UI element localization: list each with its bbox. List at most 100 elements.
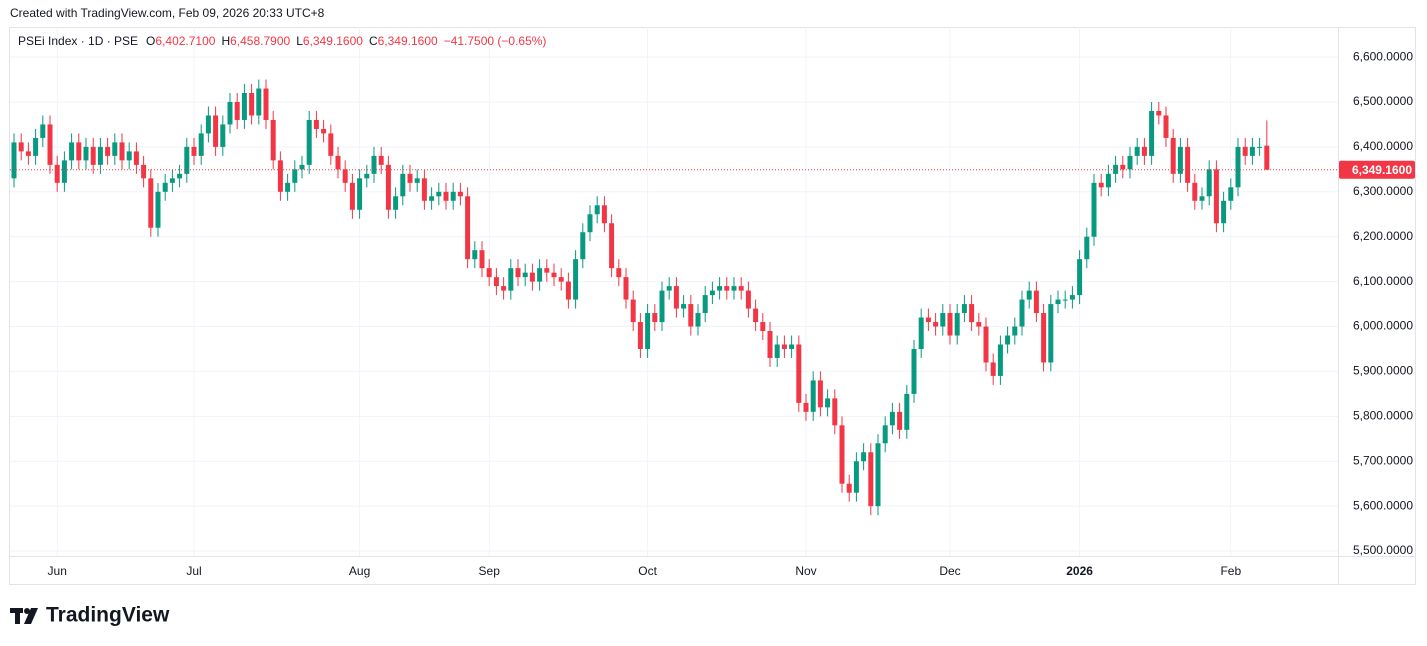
- candle-body: [1091, 182, 1097, 237]
- candle-body: [940, 313, 946, 327]
- candle-body: [227, 101, 233, 125]
- legend-label: H: [221, 34, 230, 48]
- candle-body: [126, 151, 132, 161]
- candle-body: [630, 299, 636, 323]
- candle-body: [385, 164, 391, 210]
- candle-body: [846, 483, 852, 493]
- candle-body: [342, 169, 348, 183]
- candle-body: [594, 205, 600, 215]
- candle-body: [537, 268, 543, 282]
- candle-body: [292, 169, 298, 183]
- ohlc-legend: PSEi Index · 1D · PSE O6,402.7100 H6,458.7…: [18, 34, 546, 48]
- candle-body: [623, 277, 629, 300]
- chart-title: PSEi Index · 1D · PSE: [18, 34, 138, 48]
- logo-part: [24, 608, 30, 614]
- candle-body: [717, 286, 723, 291]
- x-tick-label: Jun: [48, 564, 67, 578]
- candle-body: [11, 142, 17, 179]
- brand-name: TradingView: [46, 604, 170, 627]
- legend-change: −41.7500 (−0.65%): [444, 34, 547, 48]
- legend-value: 6,458.7900: [230, 34, 290, 48]
- candle-body: [313, 119, 319, 129]
- candle-body: [241, 93, 247, 120]
- candle-body: [493, 277, 499, 287]
- candle-body: [133, 151, 139, 165]
- candle-body: [587, 214, 593, 233]
- candle-body: [889, 411, 895, 426]
- candle-body: [803, 402, 809, 412]
- candle-body: [976, 322, 982, 327]
- candle-body: [954, 313, 960, 336]
- candle-body: [1170, 137, 1176, 174]
- candle-body: [637, 322, 643, 349]
- y-tick-label: 5,600.0000: [1353, 498, 1413, 512]
- candle-body: [270, 119, 276, 161]
- candle-body: [1134, 146, 1140, 156]
- candle-body: [141, 164, 147, 179]
- x-tick-label: Sep: [479, 564, 501, 578]
- candle-body: [580, 232, 586, 260]
- candle-body: [789, 344, 795, 349]
- candle-body: [731, 286, 737, 291]
- candle-body: [285, 182, 291, 192]
- pane-border: [9, 27, 1416, 585]
- candle-body: [817, 380, 823, 408]
- candle-body: [666, 286, 672, 291]
- candle-body: [1257, 146, 1263, 148]
- candle-body: [767, 331, 773, 358]
- y-tick-label: 5,900.0000: [1353, 364, 1413, 378]
- candle-body: [443, 191, 449, 201]
- candle-body: [393, 196, 399, 210]
- x-tick-label: Nov: [795, 564, 816, 578]
- candle-body: [1077, 259, 1083, 296]
- candle-body: [1228, 187, 1234, 201]
- x-tick-label: Aug: [349, 564, 370, 578]
- candle-body: [1249, 146, 1255, 156]
- candle-body: [306, 119, 312, 165]
- candle-body: [378, 155, 384, 165]
- candle-body: [76, 142, 82, 161]
- candle-body: [421, 178, 427, 201]
- candle-body: [1120, 164, 1126, 170]
- candle-body: [1048, 304, 1054, 363]
- legend-value: 6,402.7100: [155, 34, 215, 48]
- logo-part: [24, 608, 38, 624]
- candle-body: [450, 191, 456, 201]
- candle-body: [1019, 299, 1025, 327]
- candle-body: [112, 142, 118, 156]
- candle-body: [810, 380, 816, 412]
- candle-body: [169, 178, 175, 183]
- candle-body: [774, 344, 780, 358]
- candle-body: [882, 425, 888, 444]
- candle-body: [853, 461, 859, 493]
- candle-body: [184, 146, 190, 174]
- candle-body: [1113, 164, 1119, 174]
- candle-body: [18, 142, 24, 152]
- candle-body: [457, 191, 463, 197]
- last-price-label: 6,349.1600: [1352, 163, 1412, 177]
- y-tick-label: 6,100.0000: [1353, 274, 1413, 288]
- candle-body: [861, 452, 867, 462]
- candle-body: [688, 304, 694, 327]
- candle-body: [753, 308, 759, 323]
- candle-body: [868, 452, 874, 507]
- candle-body: [321, 128, 327, 134]
- y-tick-label: 6,000.0000: [1353, 319, 1413, 333]
- candle-body: [558, 277, 564, 282]
- candle-body: [256, 88, 262, 116]
- candle-body: [299, 164, 305, 170]
- candle-body: [695, 313, 701, 327]
- candle-body: [702, 295, 708, 314]
- candle-body: [609, 223, 615, 269]
- candle-body: [97, 146, 103, 165]
- y-tick-label: 6,300.0000: [1353, 184, 1413, 198]
- candle-body: [357, 178, 363, 210]
- candle-body: [990, 362, 996, 376]
- candle-body: [1062, 299, 1068, 301]
- candle-body: [911, 348, 917, 394]
- candle-body: [501, 286, 507, 291]
- candle-body: [198, 133, 204, 156]
- candle-body: [1149, 110, 1155, 156]
- candle-body: [969, 304, 975, 323]
- candle-body: [652, 313, 658, 323]
